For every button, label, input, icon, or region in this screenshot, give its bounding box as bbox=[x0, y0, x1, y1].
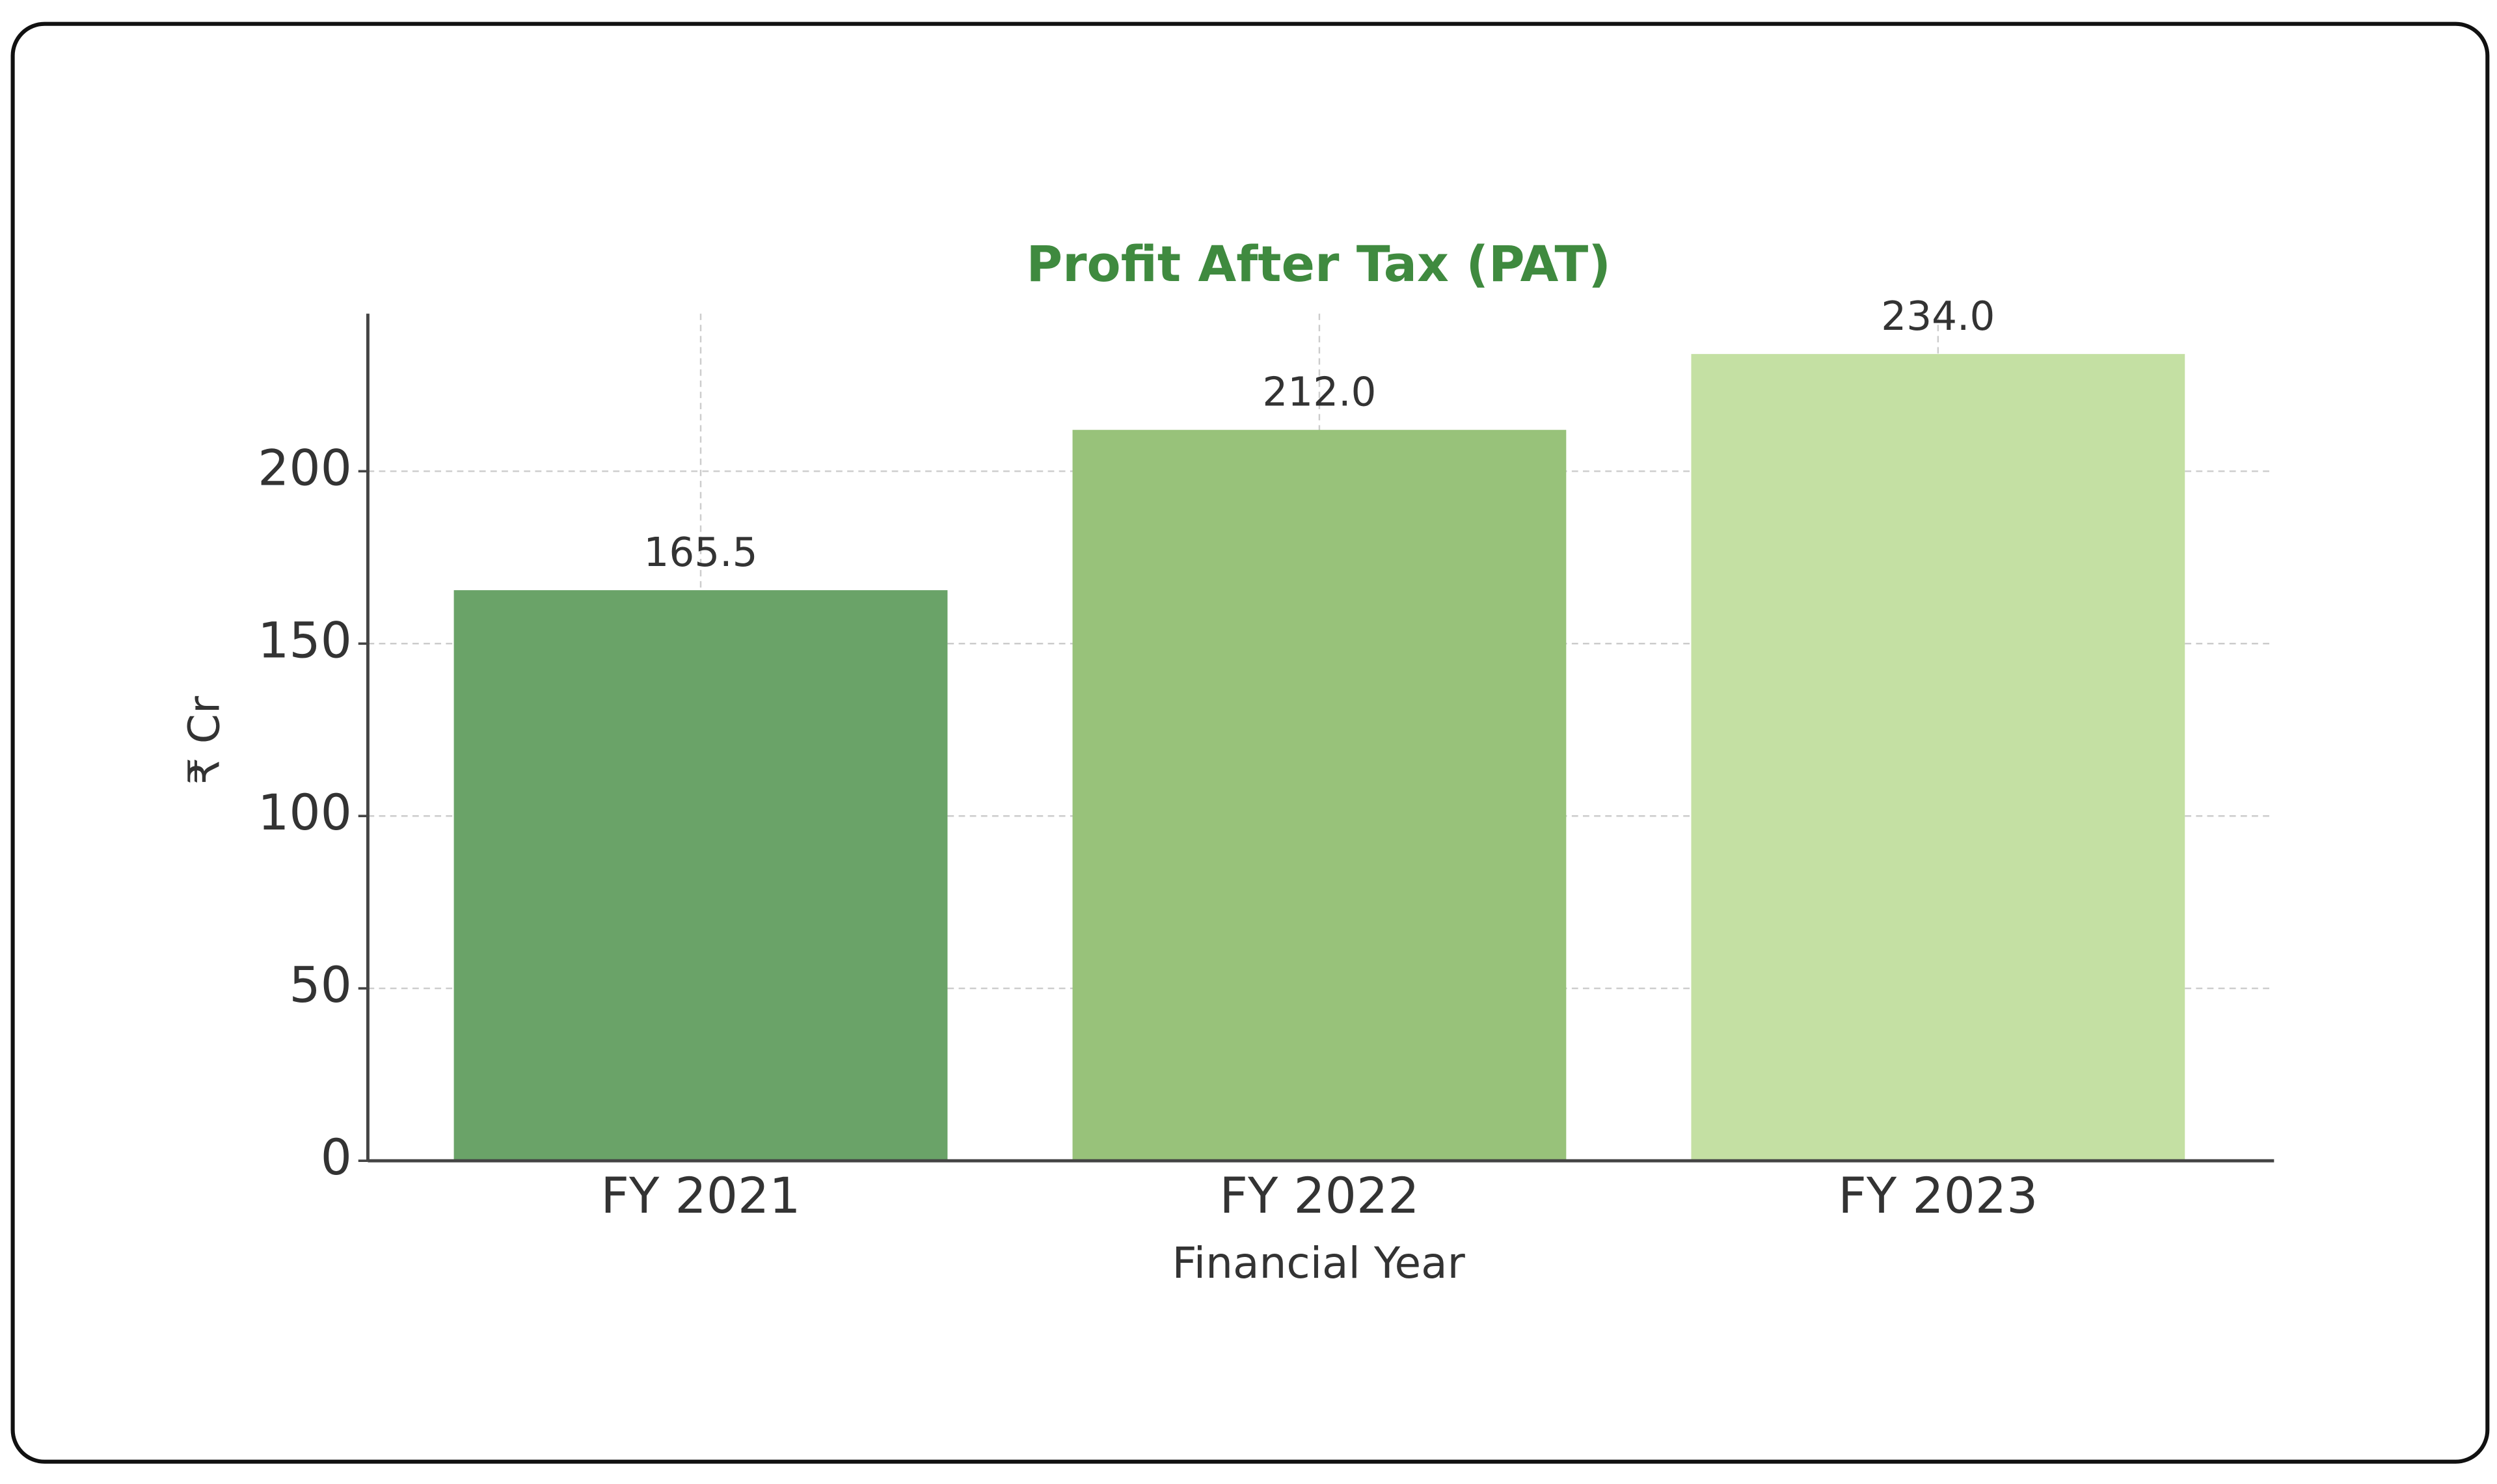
bar bbox=[1072, 429, 1567, 1161]
x-axis-label: Financial Year bbox=[1172, 1238, 1466, 1288]
x-tick-label: FY 2022 bbox=[1219, 1167, 1419, 1224]
x-tick-label: FY 2023 bbox=[1838, 1167, 2038, 1224]
bar bbox=[1691, 354, 2185, 1161]
y-tick-label: 150 bbox=[258, 612, 352, 669]
value-label: 234.0 bbox=[1881, 293, 1995, 340]
x-tick-label: FY 2021 bbox=[601, 1167, 800, 1224]
value-label: 165.5 bbox=[643, 530, 757, 576]
y-tick-label: 200 bbox=[258, 439, 352, 496]
value-label: 212.0 bbox=[1262, 369, 1376, 415]
y-tick-label: 100 bbox=[258, 784, 352, 841]
bar bbox=[453, 590, 948, 1161]
chart-title: Profit After Tax (PAT) bbox=[1027, 236, 1611, 293]
y-axis-label: ₹ Cr bbox=[179, 695, 229, 785]
y-tick-label: 50 bbox=[289, 956, 352, 1014]
y-tick-label: 0 bbox=[321, 1129, 352, 1186]
